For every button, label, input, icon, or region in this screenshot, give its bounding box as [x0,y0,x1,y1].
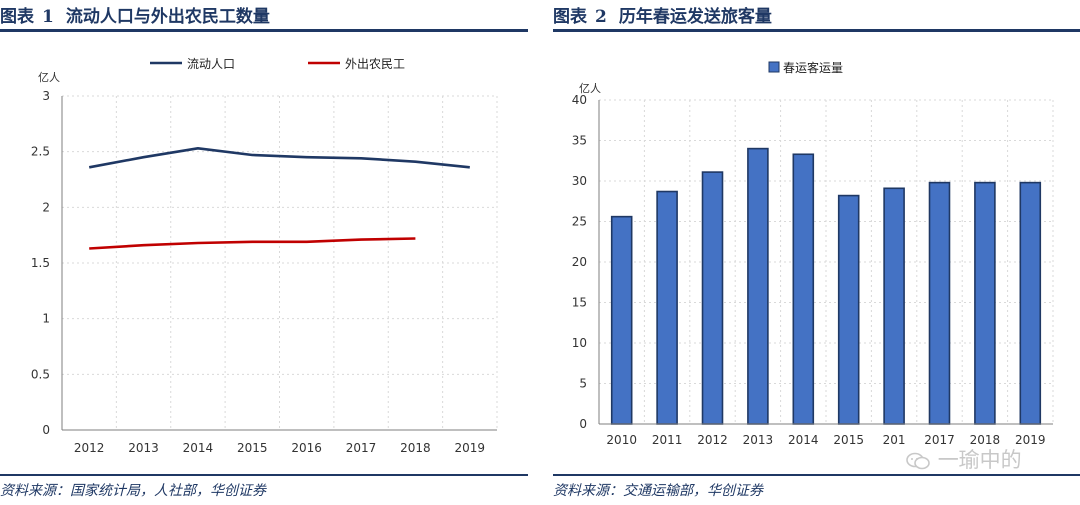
watermark-text: 一瑜中的 [937,448,1022,472]
x-tick-label: 2015 [237,441,268,455]
watermark: 一瑜中的 [905,444,1022,474]
y-unit-label: 亿人 [38,71,60,84]
y-tick-label: 10 [572,336,587,350]
figure-1-panel: 图表 1 流动人口与外出农民工数量 0 0.5 1 1.5 2 2.5 3 2012 2013 201… [0,0,528,505]
y-tick-label: 5 [579,377,587,391]
y-tick-label: 0 [579,417,587,431]
x-tick-label: 2016 [291,441,322,455]
figure-1-label: 图表 [0,7,34,27]
x-tick-label: 2011 [652,433,683,447]
figure-1-top-rule [0,29,528,32]
figure-2-number: 2 [595,7,607,27]
bar [883,187,905,425]
line-chart: 0 0.5 1 1.5 2 2.5 3 2012 2013 2014 2015 2016 2017 201… [31,57,498,455]
y-tick-label: 0 [42,423,50,437]
x-tick-label: 2010 [606,433,637,447]
bar [792,153,815,425]
figure-2-top-rule [553,29,1080,32]
figure-1-title-text: 流动人口与外出农民工数量 [65,7,270,27]
figure-2-source: 资料来源：交通运输部，华创证券 [553,483,763,499]
x-tick-label: 2019 [1015,433,1046,447]
series-line-2 [89,237,416,250]
figure-1-bottom-rule [0,474,528,476]
figure-2-title: 图表 2 历年春运发送旅客量 [553,2,772,27]
y-tick-label: 40 [572,93,587,107]
figure-2-bottom-rule [553,474,1080,476]
legend-label-1: 春运客运量 [783,60,843,75]
bar [1019,181,1042,425]
x-tick-label: 201 [883,433,906,447]
figure-2-title-text: 历年春运发送旅客量 [618,7,772,27]
figure-2-label: 图表 [553,7,587,27]
bar-chart: 0 5 10 15 20 25 30 35 40 2010 2011 2012 2013 2014 2015… [572,60,1054,447]
y-tick-label: 25 [572,215,587,229]
y-tick-label: 1.5 [31,256,50,270]
figure-1-number: 1 [42,7,54,27]
x-tick-label: 2014 [788,433,819,447]
x-tick-label: 2017 [924,433,955,447]
bar [928,181,951,425]
bar [974,181,996,425]
figure-1-title: 图表 1 流动人口与外出农民工数量 [0,2,270,27]
bar [701,171,724,425]
y-tick-label: 15 [572,296,587,310]
figure-1-source: 资料来源：国家统计局，人社部，华创证券 [0,483,266,499]
y-tick-label: 1 [42,312,50,326]
legend-label-1: 流动人口 [187,57,235,71]
y-tick-label: 30 [572,174,587,188]
y-tick-label: 3 [42,89,50,103]
y-tick-label: 20 [572,255,587,269]
bar [610,215,633,425]
y-unit-label: 亿人 [579,82,601,95]
x-tick-label: 2012 [697,433,728,447]
bar [656,190,678,425]
series-line-1 [88,147,470,169]
y-tick-label: 35 [572,134,587,148]
figure-2-panel: 图表 2 历年春运发送旅客量 0 5 10 15 20 25 30 35 40 2010 2011 201… [553,0,1080,505]
x-tick-label: 2015 [833,433,864,447]
wechat-icon [906,452,930,470]
x-tick-label: 2013 [128,441,159,455]
x-tick-label: 2018 [970,433,1001,447]
x-tick-label: 2012 [74,441,105,455]
y-tick-label: 2.5 [31,145,50,159]
bar [837,194,860,425]
legend-swatch-1 [768,61,780,73]
x-tick-label: 2019 [455,441,486,455]
bar [747,147,769,425]
y-tick-label: 2 [42,200,50,214]
x-tick-label: 2014 [183,441,214,455]
x-tick-label: 2013 [743,433,774,447]
y-tick-label: 0.5 [31,367,50,381]
legend-label-2: 外出农民工 [345,57,405,71]
x-tick-label: 2018 [400,441,431,455]
x-tick-label: 2017 [346,441,377,455]
